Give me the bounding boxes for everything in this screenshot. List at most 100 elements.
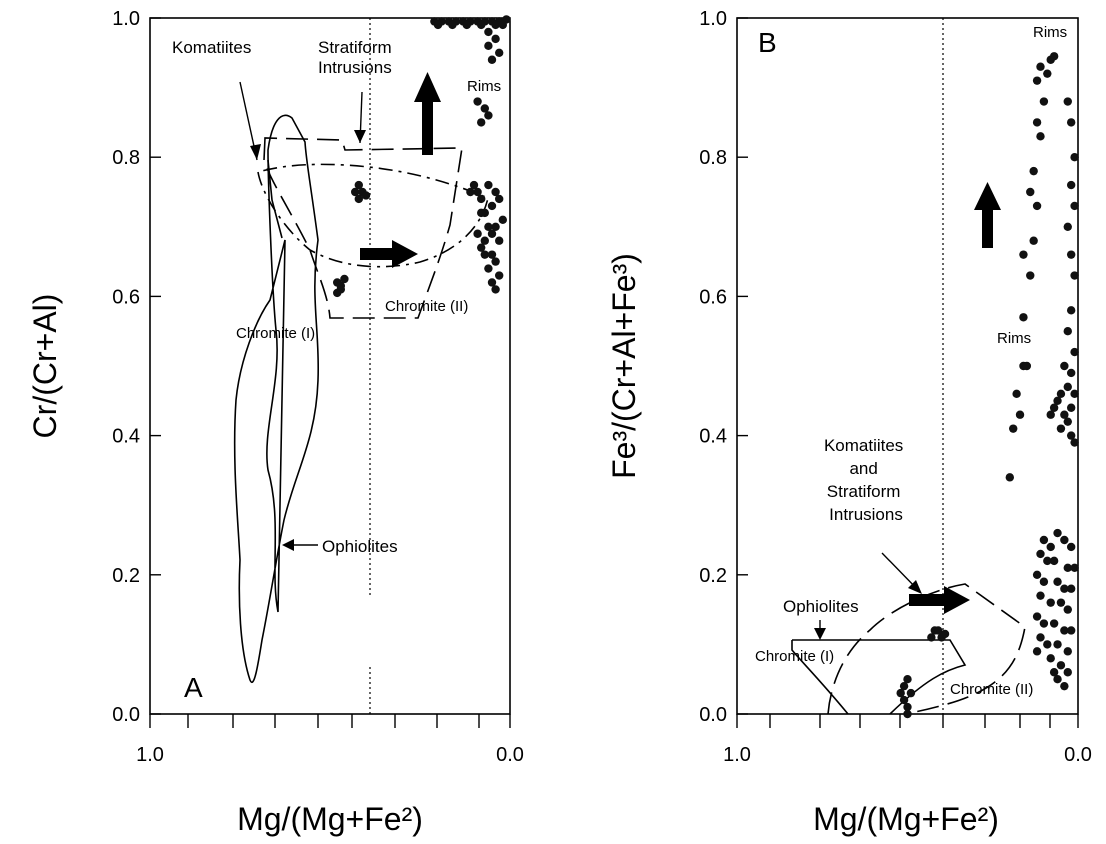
panel-b-data-point (1070, 389, 1079, 399)
panel-b-letter: B (758, 27, 777, 58)
panel-a-chromite-i-field (267, 159, 283, 239)
panel-a-data-point (491, 257, 500, 266)
panel-b-data-point (1056, 661, 1066, 670)
panel-b-data-point (1066, 542, 1076, 552)
panel-b-data-point (1032, 647, 1042, 656)
panel-a-label-ophiolites: Ophiolites (322, 537, 398, 556)
panel-b-label-rims-top: Rims (1033, 24, 1067, 41)
panel-b-data-point (940, 629, 950, 639)
panel-a-label-stratiform: Stratiform Intrusions (318, 38, 396, 77)
panel-b: 0.0 0.2 0.4 0.6 0.8 1.0 1.0 0.0 Fe³/(Cr+Al+Fe³… (606, 8, 1092, 837)
panel-a-data-point (462, 20, 471, 30)
panel-a-data-point (491, 20, 500, 30)
panel-b-data-point (1036, 132, 1045, 141)
panel-b-data-point (1066, 584, 1076, 593)
panel-a-data-point (495, 48, 504, 57)
panel-b-data-point (903, 709, 912, 719)
panel-b-data-point (1053, 528, 1062, 538)
panel-b-ophiolites-arrow (814, 620, 826, 640)
panel-b-data-point (1032, 76, 1042, 85)
panel-a-data-point (469, 180, 479, 190)
panel-a-data-point (498, 215, 507, 225)
panel-b-data-point (1036, 591, 1045, 600)
panel-a-data-point (491, 285, 500, 294)
panel-b-y-tick-label: 0.2 (699, 565, 727, 587)
panel-b-data-point (1070, 563, 1079, 573)
panel-b-data-point (1070, 438, 1079, 447)
panel-b-data-point (1036, 633, 1045, 642)
panel-a-data-point (484, 41, 493, 51)
panel-a-letter: A (184, 672, 203, 703)
panel-b-data-point (896, 688, 905, 698)
panel-b-data-point (1056, 424, 1066, 433)
panel-a-data-point (473, 187, 482, 197)
panel-a-data-point (480, 236, 489, 245)
panel-b-data-point (1049, 52, 1059, 61)
panel-b-y-tick-label: 1.0 (699, 8, 727, 30)
panel-b-trend-arrow-up (974, 182, 1001, 248)
panel-a-data-point (340, 274, 349, 284)
panel-a-komatiites-field (257, 163, 489, 268)
panel-b-data-point (1049, 668, 1059, 677)
panel-a-data-point (484, 111, 493, 120)
panel-a-data-point (491, 222, 500, 231)
panel-b-data-point (1029, 236, 1038, 245)
panel-a-data-point (495, 271, 504, 280)
panel-a-data-point (487, 250, 497, 259)
panel-a-data-point (484, 264, 493, 273)
panel-b-data-point (1032, 570, 1042, 579)
panel-b-data-point (1056, 389, 1066, 399)
panel-b-data-point (1036, 549, 1045, 559)
panel-b-data-point (1063, 668, 1072, 677)
panel-b-data-point (1063, 563, 1072, 573)
panel-a-data-points (333, 15, 511, 298)
panel-a-data-point (480, 250, 489, 259)
panel-b-data-point (1070, 201, 1079, 211)
panel-a: 0.0 0.2 0.4 0.6 0.8 1.0 1.0 0.0 (27, 8, 524, 837)
panel-b-trend-arrow-right (909, 586, 970, 614)
panel-b-data-point (1053, 396, 1062, 405)
panel-a-data-point (466, 187, 475, 197)
panel-a-data-point (480, 104, 489, 113)
panel-a-komatiites-arrow (239, 81, 261, 161)
panel-b-data-point (1026, 271, 1035, 280)
panel-a-y-tick-label: 0.0 (112, 704, 140, 726)
panel-a-data-point (477, 194, 486, 204)
panel-a-data-point (477, 118, 486, 127)
panel-b-data-point (1053, 577, 1062, 586)
panel-b-data-point (1032, 118, 1042, 127)
panel-b-data-point (1039, 97, 1049, 106)
panel-b-data-point (1060, 410, 1069, 419)
panel-a-trend-arrow-right (360, 240, 418, 268)
panel-b-data-point (1060, 584, 1069, 593)
panel-b-data-point (1063, 97, 1072, 106)
panel-b-data-point (1060, 681, 1069, 691)
panel-b-data-point (1032, 612, 1042, 621)
panel-a-x-ticks: 1.0 0.0 (136, 714, 524, 766)
panel-a-label-rims: Rims (467, 78, 501, 95)
panel-b-y-tick-label: 0.6 (699, 286, 727, 308)
panel-a-stratiform-arrow (354, 91, 366, 144)
panel-a-data-point (484, 27, 493, 37)
panel-b-label-rims-mid: Rims (997, 330, 1031, 347)
panel-a-data-point (484, 180, 493, 190)
panel-a-data-point (495, 194, 504, 204)
panel-b-data-point (1049, 556, 1059, 566)
panel-a-ophiolites-arrow (282, 539, 318, 551)
panel-a-y-tick-label: 1.0 (112, 8, 140, 30)
panel-b-x-tick-label: 1.0 (723, 744, 751, 766)
panel-b-data-point (899, 681, 909, 691)
panel-b-data-point (927, 633, 936, 642)
panel-a-x-tick-label: 0.0 (496, 744, 524, 766)
panel-b-data-point (1046, 542, 1055, 552)
panel-a-data-point (448, 20, 457, 30)
panel-a-data-point (473, 229, 482, 238)
panel-a-data-point (354, 180, 363, 190)
panel-b-data-point (1056, 598, 1066, 607)
panel-a-y-tick-label: 0.2 (112, 565, 140, 587)
panel-b-data-point (1005, 473, 1014, 482)
panel-b-data-point (1049, 619, 1059, 628)
panel-b-data-point (1066, 180, 1076, 190)
panel-a-data-point (487, 201, 497, 211)
panel-b-data-point (1043, 640, 1052, 649)
